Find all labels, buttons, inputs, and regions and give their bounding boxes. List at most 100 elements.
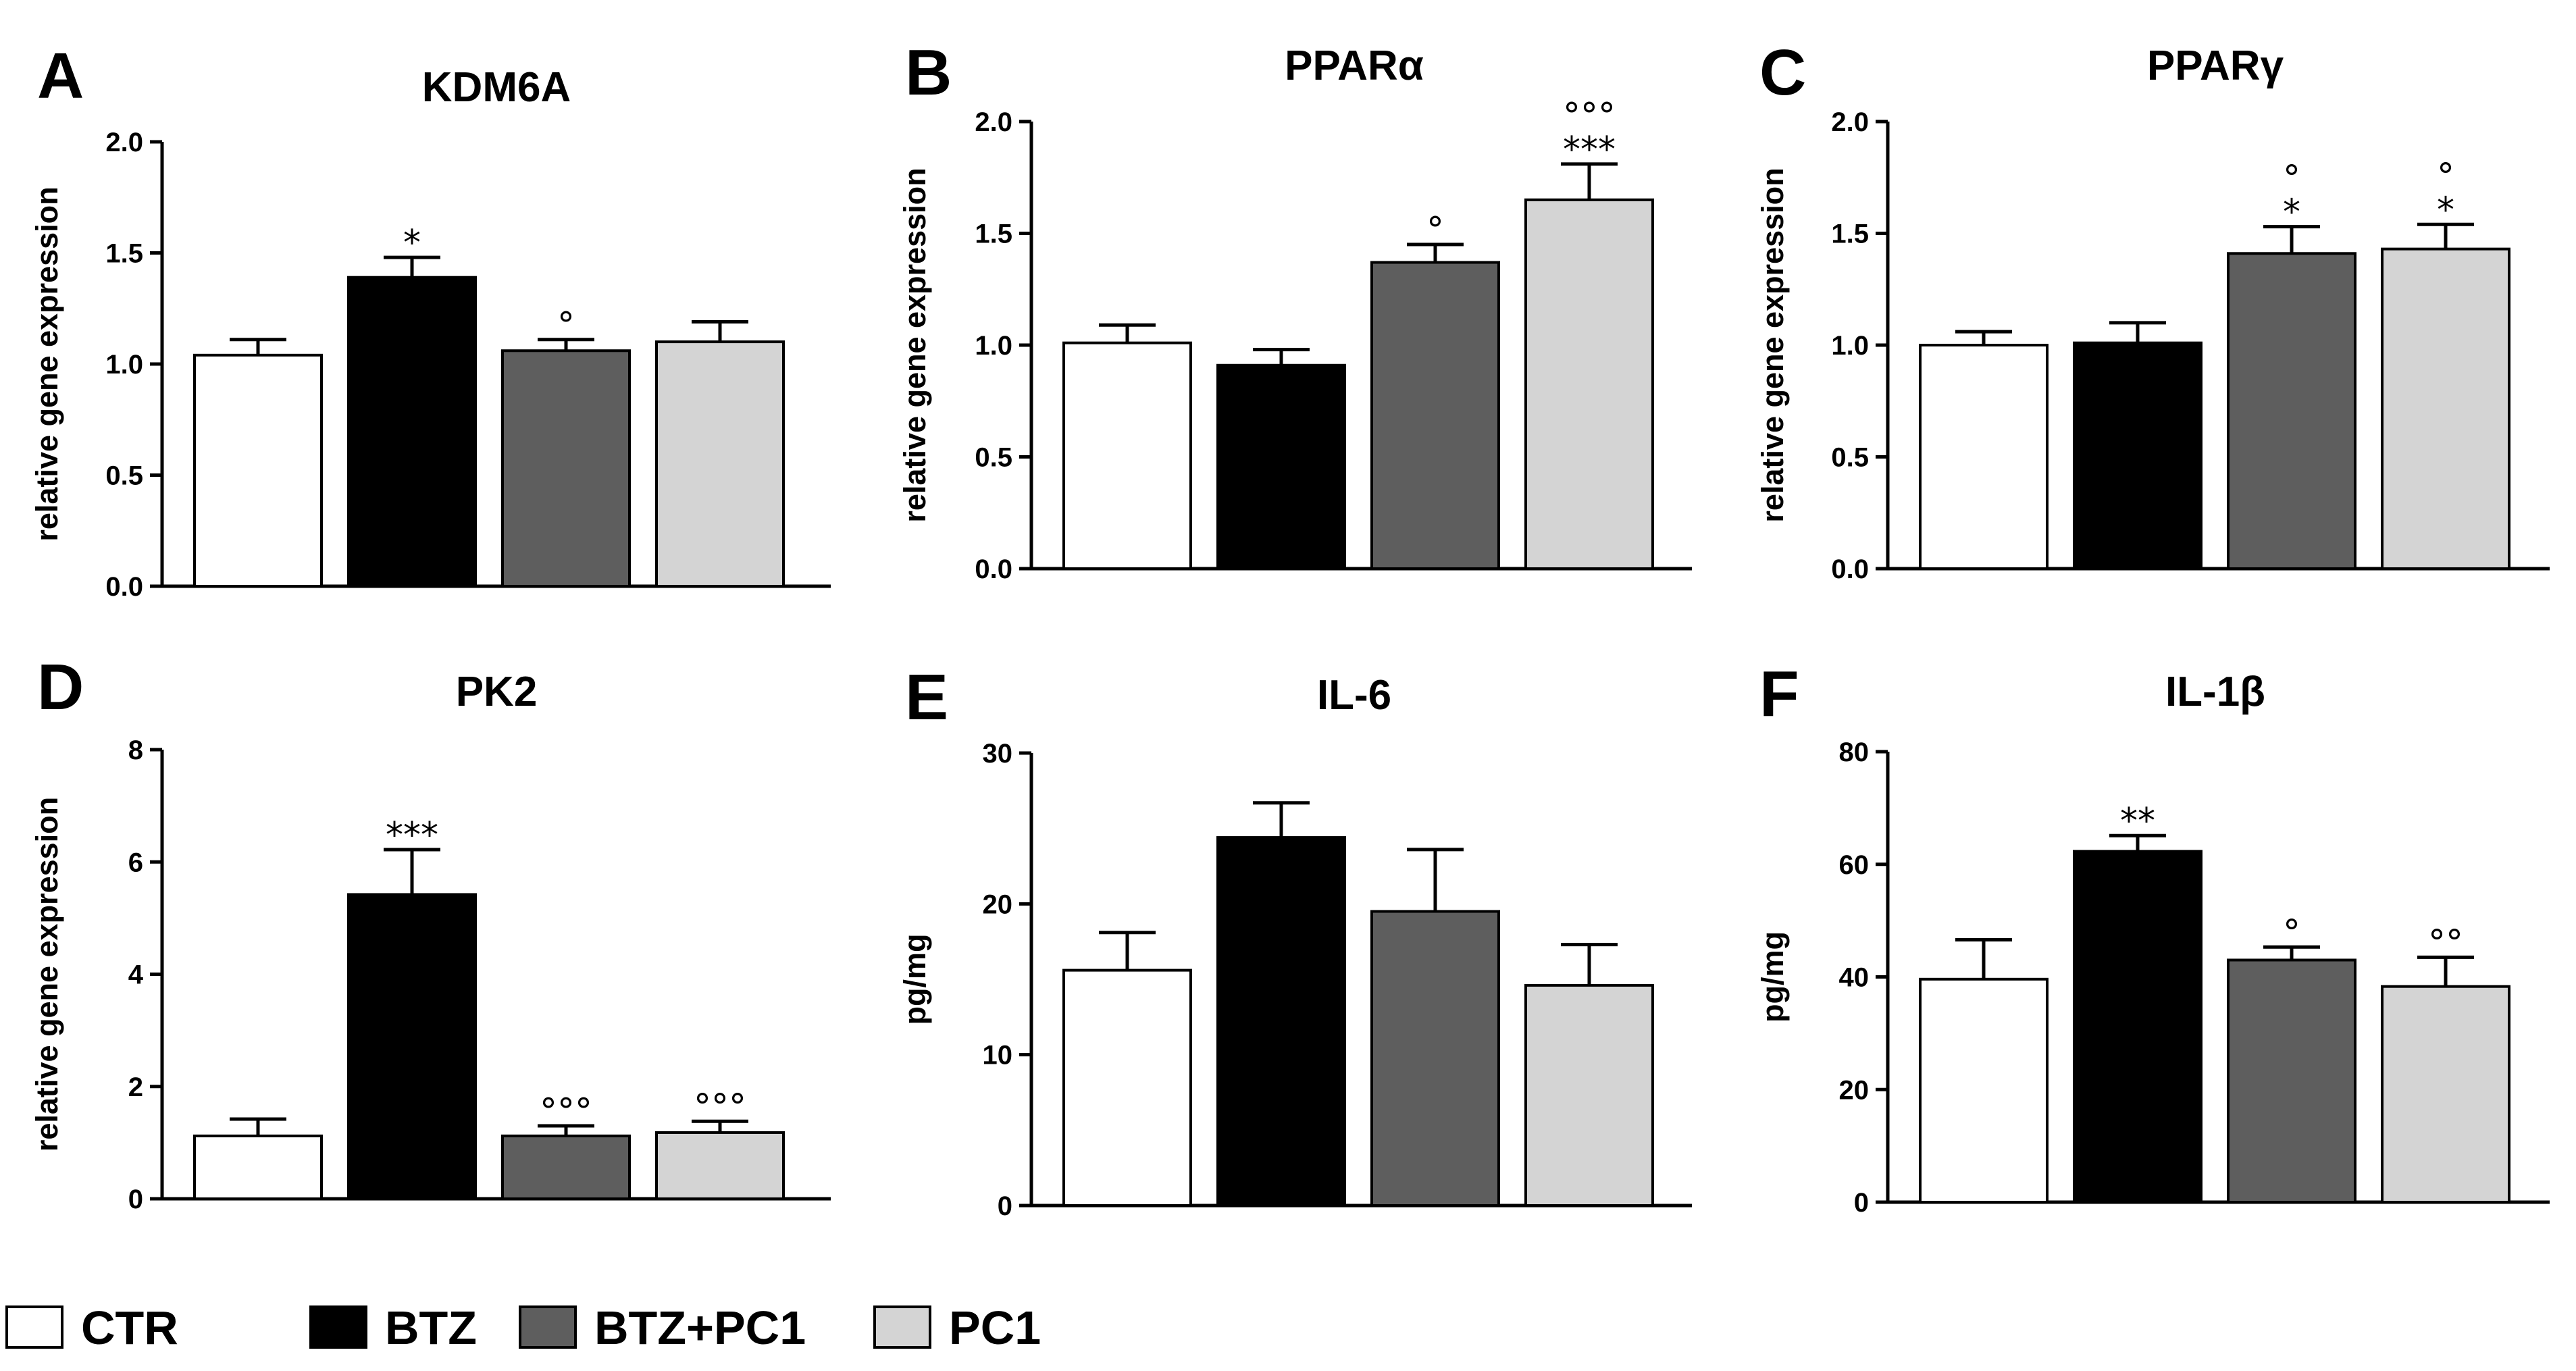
- significance-label: *: [403, 223, 421, 263]
- legend: CTR BTZ BTZ+PC1 PC1: [5, 1301, 1041, 1354]
- bar-pc1: [1524, 198, 1654, 571]
- y-axis-label: relative gene expression: [1755, 167, 1790, 522]
- significance-label: ***: [1563, 130, 1616, 170]
- bar-btz-pc1: [1370, 261, 1500, 570]
- y-axis-label: relative gene expression: [30, 797, 64, 1152]
- panel-d: D PK2 relative gene expression 0 2 4 6 8 *** °°° °…: [30, 651, 831, 1214]
- significance-label: *: [2283, 192, 2300, 233]
- bar-pc1: [1524, 983, 1654, 1208]
- y-tick-label: 2.0: [1831, 107, 1869, 137]
- significance-label: °: [2437, 156, 2454, 197]
- bar-pc1: [655, 1131, 785, 1200]
- y-tick-label: 2: [128, 1072, 143, 1102]
- significance-label: °: [557, 305, 575, 346]
- y-tick-label: 80: [1839, 738, 1870, 767]
- panel-c: C PPARγ relative gene expression 0.0 0.5 1.0 1…: [1755, 36, 2550, 584]
- y-tick-label: 1.0: [105, 350, 143, 380]
- bar-pc1: [2381, 247, 2510, 570]
- bar-btz-pc1: [1370, 910, 1500, 1207]
- panel-b: B PPARα relative gene expression 0.0 0.5 1.0 1…: [898, 36, 1692, 584]
- panel-e: E IL-6 pg/mg 0 10 20 30: [898, 661, 1692, 1221]
- y-tick-label: 0: [1854, 1188, 1869, 1218]
- bar-pc1: [655, 340, 785, 588]
- panel-letter: C: [1759, 36, 1806, 109]
- panel-letter: E: [905, 661, 948, 733]
- y-tick-label: 60: [1839, 850, 1870, 880]
- panel-title: PPARα: [1285, 43, 1424, 89]
- legend-swatch-ctr: [5, 1305, 63, 1349]
- y-tick-label: 20: [983, 889, 1013, 919]
- y-tick-label: 1.5: [1831, 219, 1869, 249]
- y-tick-label: 0: [998, 1191, 1012, 1221]
- y-axis-label: relative gene expression: [30, 186, 64, 541]
- y-tick-label: 4: [128, 960, 144, 990]
- legend-swatch-pc1: [873, 1305, 931, 1349]
- bar-ctr: [1919, 344, 2049, 570]
- significance-label: °: [2283, 912, 2300, 953]
- y-tick-label: 0.0: [1831, 554, 1869, 584]
- legend-label: CTR: [81, 1301, 178, 1354]
- bar-btz: [2073, 850, 2203, 1204]
- significance-label: *: [2437, 190, 2454, 230]
- significance-label: °°°: [694, 1087, 746, 1127]
- panel-letter: D: [37, 651, 84, 723]
- y-tick-label: 0.0: [105, 572, 143, 602]
- bar-btz-pc1: [501, 349, 631, 588]
- panel-title: PPARγ: [2147, 43, 2284, 89]
- panel-letter: A: [37, 40, 84, 112]
- y-axis-label: pg/mg: [1755, 931, 1790, 1023]
- bar-ctr: [1062, 968, 1192, 1207]
- y-tick-label: 6: [128, 848, 143, 877]
- bar-ctr: [193, 1134, 323, 1201]
- significance-label: °°: [2428, 923, 2463, 963]
- bar-btz: [1216, 836, 1346, 1207]
- y-tick-label: 1.0: [975, 331, 1012, 361]
- bar-ctr: [193, 353, 323, 588]
- significance-label: °°°: [1563, 96, 1616, 136]
- y-tick-label: 20: [1839, 1075, 1870, 1105]
- panel-title: PK2: [456, 669, 538, 715]
- y-tick-label: 10: [983, 1041, 1013, 1070]
- y-tick-label: 2.0: [105, 128, 143, 157]
- panel-letter: F: [1759, 658, 1799, 730]
- panel-title: KDM6A: [422, 64, 571, 111]
- bar-btz-pc1: [2227, 958, 2356, 1204]
- chart-panels: A KDM6A relative gene expression 0.0 0.5 1.0 1…: [30, 36, 2550, 1221]
- y-tick-label: 0: [128, 1185, 143, 1214]
- y-tick-label: 0.0: [975, 554, 1012, 584]
- panel-title: IL-6: [1317, 672, 1391, 719]
- panel-a: A KDM6A relative gene expression 0.0 0.5 1.0 1…: [30, 40, 831, 602]
- significance-label: ***: [386, 815, 438, 856]
- legend-label: BTZ: [385, 1301, 477, 1354]
- bar-btz: [347, 276, 477, 588]
- bar-btz: [1216, 363, 1346, 570]
- y-tick-label: 1.5: [975, 219, 1012, 249]
- bar-btz-pc1: [2227, 252, 2356, 570]
- bar-ctr: [1062, 341, 1192, 570]
- y-tick-label: 1.0: [1831, 331, 1869, 361]
- legend-label: BTZ+PC1: [594, 1301, 806, 1354]
- bar-ctr: [1919, 977, 2049, 1204]
- significance-label: °°°: [540, 1091, 592, 1132]
- legend-swatch-btz-pc1: [519, 1305, 577, 1349]
- y-tick-label: 0.5: [1831, 443, 1869, 473]
- panel-title: IL-1β: [2165, 669, 2265, 715]
- y-tick-label: 0.5: [105, 461, 143, 491]
- y-tick-label: 8: [128, 735, 143, 765]
- y-tick-label: 40: [1839, 963, 1870, 993]
- legend-label: PC1: [949, 1301, 1041, 1354]
- significance-label: **: [2120, 801, 2155, 842]
- bar-pc1: [2381, 985, 2510, 1204]
- y-tick-label: 2.0: [975, 107, 1012, 137]
- panel-letter: B: [905, 36, 952, 109]
- y-tick-label: 30: [983, 739, 1013, 769]
- bar-btz-pc1: [501, 1134, 631, 1201]
- significance-label: °: [2283, 159, 2300, 199]
- legend-swatch-btz: [309, 1305, 367, 1349]
- y-axis-label: relative gene expression: [898, 167, 932, 522]
- bar-btz: [347, 893, 477, 1201]
- y-tick-label: 0.5: [975, 443, 1012, 473]
- y-axis-label: pg/mg: [898, 934, 932, 1025]
- y-tick-label: 1.5: [105, 239, 143, 269]
